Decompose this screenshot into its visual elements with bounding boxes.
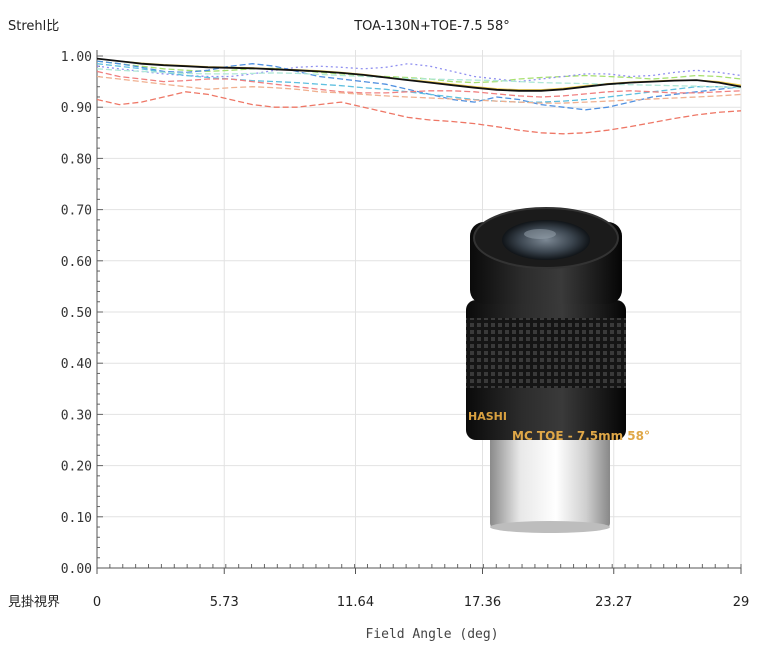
eyepiece-lens <box>502 220 590 260</box>
y-tick-label: 0.70 <box>61 204 92 219</box>
y-tick-label: 0.20 <box>61 460 92 475</box>
eyepiece-lens-glint <box>524 229 556 239</box>
y-tick-label: 0.50 <box>61 306 92 321</box>
y-tick-label: 0.60 <box>61 255 92 270</box>
y-tick-label: 0.90 <box>61 101 92 116</box>
eyepiece-brand-fragment: HASHI <box>468 410 507 423</box>
y-tick-label: 0.10 <box>61 511 92 526</box>
eyepiece-model-label: MC TOE - 7.5mm 58° <box>512 429 650 443</box>
y-tick-label: 0.00 <box>61 562 92 577</box>
series-line-7 <box>97 70 741 98</box>
y-tick-label: 0.40 <box>61 357 92 372</box>
x-axis-title: Field Angle (deg) <box>365 627 498 642</box>
y-axis-title: Strehl比 <box>8 19 59 34</box>
series-lines <box>97 57 741 135</box>
x-tick-label: 17.36 <box>464 595 501 610</box>
x-tick-label: 23.27 <box>595 595 632 610</box>
series-line-2 <box>97 57 741 91</box>
series-line-10 <box>97 68 741 89</box>
x-tick-label: 11.64 <box>337 595 374 610</box>
x-axis-prefix: 見掛視界 <box>8 595 60 610</box>
x-tick-label: 0 <box>93 595 101 610</box>
series-line-4 <box>97 63 741 83</box>
axes <box>96 50 742 574</box>
series-line-5 <box>97 60 741 111</box>
eyepiece-grip <box>466 318 626 388</box>
y-tick-label: 0.80 <box>61 152 92 167</box>
y-tick-label: 0.30 <box>61 408 92 423</box>
y-tick-label: 1.00 <box>61 50 92 65</box>
series-line-1 <box>97 57 741 92</box>
eyepiece-barrel <box>490 425 610 529</box>
series-line-9 <box>97 75 741 104</box>
x-tick-label: 29 <box>733 595 750 610</box>
series-line-3 <box>97 60 741 84</box>
eyepiece-photo: HASHI MC TOE - 7.5mm 58° <box>466 207 650 533</box>
x-tick-labels: 0 5.73 11.64 17.36 23.27 29 <box>93 595 749 610</box>
chart-title: TOA-130N+TOE-7.5 58° <box>353 19 510 34</box>
y-tick-labels: 0.00 0.10 0.20 0.30 0.40 0.50 0.60 0.70 0.80 0.90… <box>61 50 92 577</box>
x-tick-label: 5.73 <box>210 595 239 610</box>
plot-area: 0.00 0.10 0.20 0.30 0.40 0.50 0.60 0.70 0.80 0.90… <box>61 50 749 610</box>
grid-lines <box>96 50 742 569</box>
series-line-8 <box>97 91 741 135</box>
series-line-6 <box>97 63 741 103</box>
eyepiece-barrel-bottom <box>490 521 610 533</box>
